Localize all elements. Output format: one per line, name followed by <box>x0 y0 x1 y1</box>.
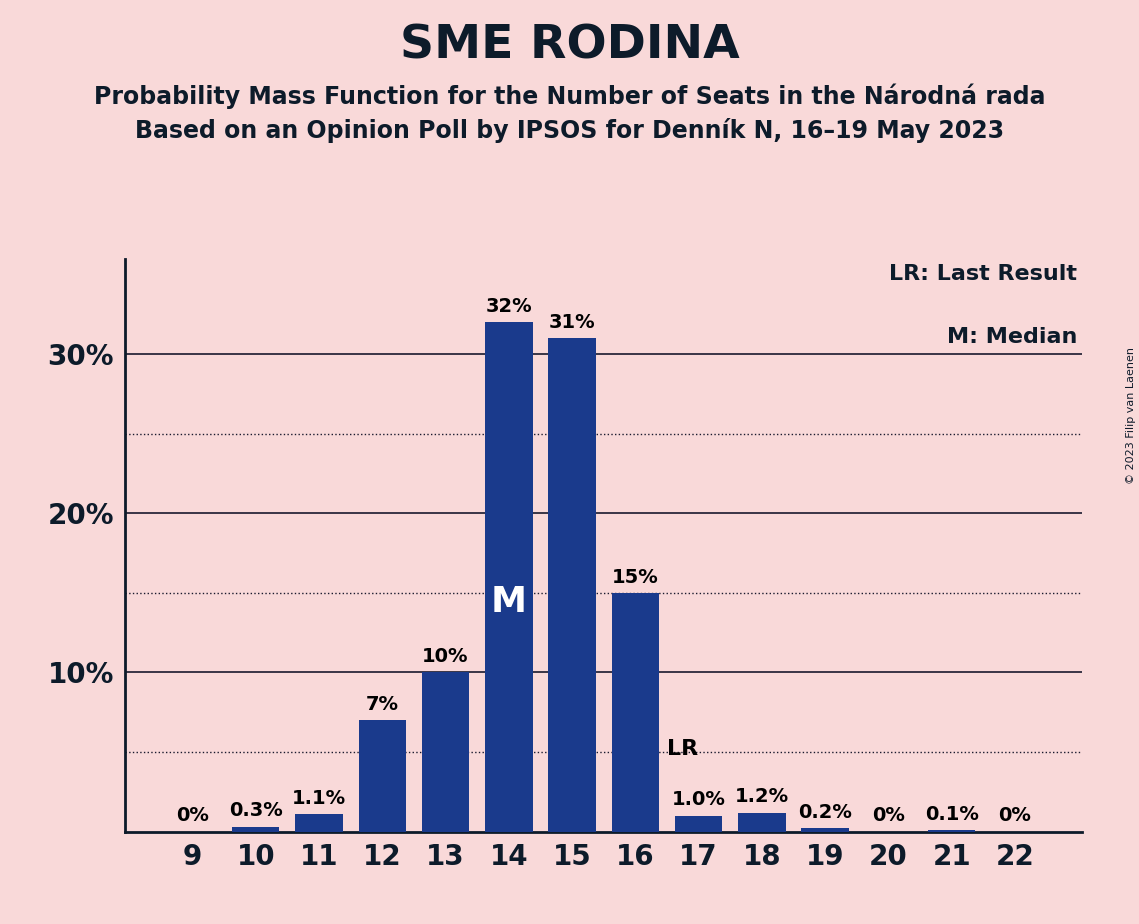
Text: © 2023 Filip van Laenen: © 2023 Filip van Laenen <box>1125 347 1136 484</box>
Bar <box>485 322 533 832</box>
Text: LR: Last Result: LR: Last Result <box>890 264 1077 285</box>
Text: M: M <box>491 586 526 619</box>
Text: SME RODINA: SME RODINA <box>400 23 739 68</box>
Text: 1.1%: 1.1% <box>292 789 346 808</box>
Text: 15%: 15% <box>612 567 658 587</box>
Bar <box>738 812 786 832</box>
Text: 31%: 31% <box>549 313 596 332</box>
Text: 0%: 0% <box>177 807 208 825</box>
Text: 32%: 32% <box>485 297 532 316</box>
Text: 10%: 10% <box>423 647 469 666</box>
Text: 7%: 7% <box>366 695 399 714</box>
Text: LR: LR <box>667 739 698 759</box>
Text: Based on an Opinion Poll by IPSOS for Denník N, 16–19 May 2023: Based on an Opinion Poll by IPSOS for De… <box>134 118 1005 143</box>
Bar <box>295 814 343 832</box>
Text: Probability Mass Function for the Number of Seats in the Národná rada: Probability Mass Function for the Number… <box>93 83 1046 109</box>
Bar <box>674 816 722 832</box>
Text: 1.0%: 1.0% <box>672 790 726 809</box>
Text: 0.2%: 0.2% <box>798 803 852 822</box>
Text: M: Median: M: Median <box>947 327 1077 347</box>
Text: 0.3%: 0.3% <box>229 801 282 821</box>
Text: 1.2%: 1.2% <box>735 787 789 806</box>
Bar <box>612 593 659 832</box>
Text: 0.1%: 0.1% <box>925 805 978 823</box>
Bar <box>928 830 975 832</box>
Bar <box>359 720 405 832</box>
Bar <box>548 338 596 832</box>
Bar <box>802 829 849 832</box>
Text: 0%: 0% <box>999 807 1031 825</box>
Text: 0%: 0% <box>871 807 904 825</box>
Bar <box>421 673 469 832</box>
Bar <box>232 827 279 832</box>
